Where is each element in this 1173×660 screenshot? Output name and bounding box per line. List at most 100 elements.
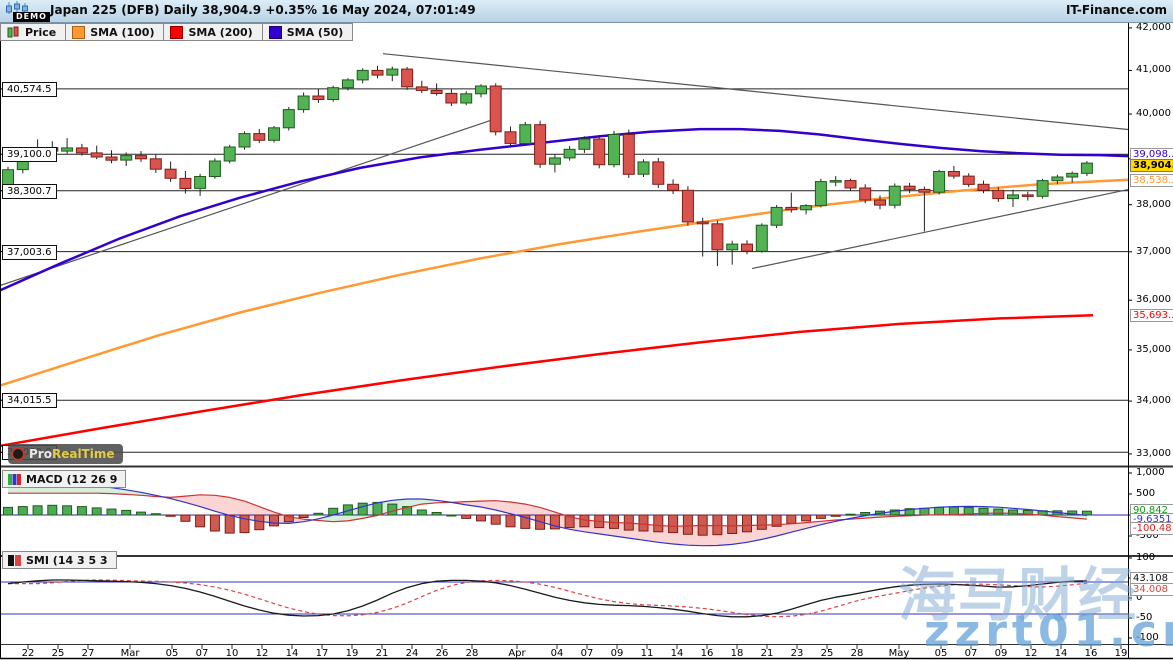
x-date-label: 27 [81, 648, 95, 659]
macd-bar [121, 509, 132, 516]
macd-bar [106, 508, 117, 516]
macd-bar [17, 506, 28, 516]
candle [755, 224, 768, 252]
macd-bar [269, 514, 279, 527]
candle [933, 171, 946, 193]
instrument-title: Japan 225 (DFB) Daily 38,904.9 +0.35% 16… [50, 3, 476, 17]
macd-bar [32, 505, 43, 516]
price-y-tick-label: 35,000 [1136, 343, 1171, 355]
candle [1066, 172, 1079, 178]
demo-badge: DEMO [13, 12, 50, 22]
x-date-label: 16 [700, 648, 714, 659]
x-date-label: 28 [850, 648, 864, 659]
x-date-label: 19 [1114, 648, 1128, 659]
x-date-label: 12 [255, 648, 269, 659]
x-date-label: Mar [120, 648, 140, 659]
price-y-tick-label: 37,000 [1136, 245, 1171, 257]
candle [711, 223, 724, 251]
price-level-label: 40,574.5 [2, 81, 57, 97]
macd-bar [727, 514, 738, 534]
macd-bar [47, 504, 58, 516]
candle [667, 183, 680, 191]
x-date-label: 07 [195, 648, 209, 659]
x-date-label: 21 [760, 648, 774, 659]
candle [194, 176, 207, 189]
macd-legend-label: MACD (12 26 9 [26, 472, 118, 486]
macd-bar [150, 513, 161, 516]
macd-bar [298, 514, 309, 518]
price-y-tick-label: 41,000 [1136, 64, 1171, 76]
price-candles-icon [7, 26, 19, 38]
candle [282, 109, 295, 129]
legend-sma100[interactable]: SMA (100) [66, 23, 165, 41]
price-y-tick-label: 42,000 [1136, 21, 1171, 33]
price-level-label: 34,015.5 [2, 393, 57, 409]
candle [888, 185, 901, 206]
smi-legend[interactable]: SMI (14 3 5 3 [2, 551, 117, 569]
macd-bar [653, 514, 664, 533]
macd-legend[interactable]: MACD (12 26 9 [2, 470, 127, 488]
candle [593, 138, 606, 166]
macd-bar [283, 514, 294, 523]
macd-bar [3, 506, 13, 516]
macd-bar [195, 514, 206, 528]
macd-bar [224, 514, 235, 534]
candle [622, 134, 635, 175]
candle [859, 187, 872, 201]
macd-bar [490, 514, 501, 525]
x-date-label: 07 [964, 648, 978, 659]
candle [90, 152, 103, 158]
candle [371, 69, 384, 76]
last-price-label: 38,904.. [1130, 159, 1173, 173]
x-date-label: May [888, 648, 910, 659]
candle [386, 68, 399, 76]
candle [770, 206, 783, 226]
macd-icon [8, 473, 21, 485]
candle [962, 175, 975, 185]
smi-y-tick-label: -50 [1136, 612, 1153, 623]
macd-bar [801, 514, 812, 522]
candle [61, 147, 74, 152]
brand-link[interactable]: IT-Finance.com [1065, 3, 1167, 17]
price-legend: Price SMA (100) SMA (200) SMA (50) [0, 23, 354, 41]
sma50-swatch-icon [268, 25, 282, 39]
macd-bar [180, 514, 191, 522]
candle [814, 181, 827, 207]
candle [947, 171, 960, 177]
macd-bar [609, 514, 619, 529]
x-date-label: 17 [315, 648, 329, 659]
candle [785, 206, 798, 211]
macd-bar [1022, 509, 1033, 516]
macd-bar [638, 514, 649, 532]
macd-bar [549, 514, 560, 530]
x-date-label: 19 [345, 648, 359, 659]
candle [327, 87, 340, 100]
prorealtime-badge[interactable]: ProRealTime [8, 444, 123, 464]
candle [208, 160, 221, 177]
macd-bar [830, 514, 841, 517]
x-date-label: 09 [610, 648, 624, 659]
macd-bar [1081, 510, 1092, 516]
candle [475, 85, 487, 95]
candle [608, 134, 620, 166]
macd-bar [431, 512, 442, 516]
legend-price[interactable]: Price [0, 23, 67, 41]
macd-bar [1008, 509, 1018, 516]
legend-sma200[interactable]: SMA (200) [164, 23, 263, 41]
legend-sma50[interactable]: SMA (50) [262, 23, 354, 41]
price-y-tick-label: 34,000 [1136, 395, 1171, 407]
smi-legend-label: SMI (14 3 5 3 [26, 553, 108, 567]
macd-bar [786, 514, 797, 524]
candle [356, 69, 369, 81]
candle [223, 146, 236, 162]
macd-y-tick-label: 500 [1136, 488, 1156, 499]
prorealtime-label: ProRealTime [29, 447, 115, 461]
candle [874, 199, 886, 206]
x-date-label: 05 [934, 648, 948, 659]
candle [120, 155, 133, 161]
macd-bar [461, 514, 472, 519]
macd-bar [254, 514, 265, 531]
candle [238, 133, 251, 148]
candle [445, 92, 458, 104]
